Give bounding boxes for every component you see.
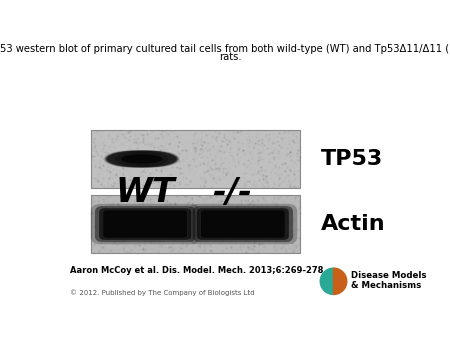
Text: WT: WT xyxy=(115,176,175,209)
FancyBboxPatch shape xyxy=(201,210,285,238)
Ellipse shape xyxy=(104,150,152,167)
FancyBboxPatch shape xyxy=(99,208,191,240)
Text: -/-: -/- xyxy=(212,176,252,209)
FancyBboxPatch shape xyxy=(104,210,187,238)
FancyBboxPatch shape xyxy=(91,195,301,253)
Text: Actin: Actin xyxy=(321,214,386,234)
Text: TP53: TP53 xyxy=(321,149,383,169)
FancyBboxPatch shape xyxy=(197,208,289,240)
Polygon shape xyxy=(320,268,333,294)
FancyBboxPatch shape xyxy=(189,204,297,244)
Ellipse shape xyxy=(115,150,178,167)
Text: TP53 western blot of primary cultured tail cells from both wild-type (WT) and Tp: TP53 western blot of primary cultured ta… xyxy=(0,45,450,54)
FancyBboxPatch shape xyxy=(95,206,195,242)
Ellipse shape xyxy=(121,154,162,164)
Text: rats.: rats. xyxy=(219,52,242,62)
Ellipse shape xyxy=(107,150,176,167)
Polygon shape xyxy=(333,268,347,294)
FancyBboxPatch shape xyxy=(91,204,200,244)
Text: & Mechanisms: & Mechanisms xyxy=(351,282,421,290)
Ellipse shape xyxy=(131,150,180,167)
Text: © 2012. Published by The Company of Biologists Ltd: © 2012. Published by The Company of Biol… xyxy=(70,290,255,296)
Text: Aaron McCoy et al. Dis. Model. Mech. 2013;6:269-278: Aaron McCoy et al. Dis. Model. Mech. 201… xyxy=(70,266,324,275)
Ellipse shape xyxy=(104,150,160,167)
Ellipse shape xyxy=(106,150,168,167)
Text: Disease Models: Disease Models xyxy=(351,271,427,280)
FancyBboxPatch shape xyxy=(91,130,301,188)
Ellipse shape xyxy=(123,150,179,167)
FancyBboxPatch shape xyxy=(193,206,293,242)
